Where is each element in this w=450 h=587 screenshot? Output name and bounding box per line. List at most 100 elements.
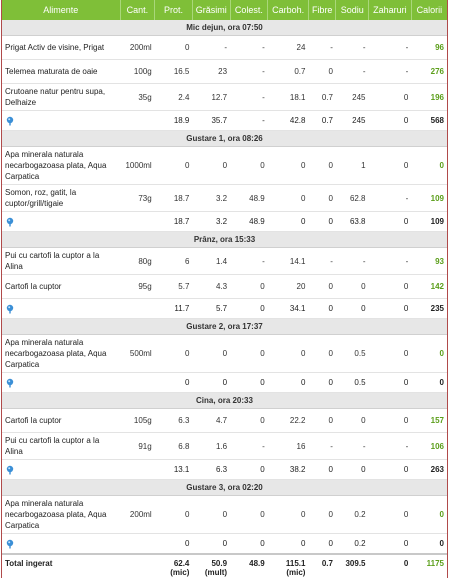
food-prot: 2.4 bbox=[154, 83, 193, 111]
subtotal-sod: 245 bbox=[335, 110, 369, 131]
subtotal-sug: 0 bbox=[368, 372, 412, 393]
col-header-sod: Sodiu bbox=[335, 0, 370, 20]
meal-header-row: Prânz, ora 15:33 bbox=[2, 231, 447, 248]
food-prot: 5.7 bbox=[154, 274, 193, 299]
food-sod: - bbox=[335, 247, 369, 275]
food-prot: 0 bbox=[154, 146, 193, 185]
food-chol: - bbox=[230, 247, 268, 275]
food-fat: 12.7 bbox=[192, 83, 231, 111]
food-sug: - bbox=[368, 247, 412, 275]
food-fib: - bbox=[308, 35, 336, 60]
food-carb: 0.7 bbox=[267, 59, 309, 84]
subtotal-fat: 5.7 bbox=[192, 298, 231, 319]
subtotal-fib: 0 bbox=[308, 298, 336, 319]
meal-title: Gustare 3, ora 02:20 bbox=[2, 479, 447, 496]
food-name: Pui cu cartofi la cuptor a la Alina bbox=[2, 432, 121, 460]
food-name: Cartofi la cuptor bbox=[2, 274, 121, 299]
food-fib: 0 bbox=[308, 274, 336, 299]
subtotal-sug: 0 bbox=[368, 533, 412, 555]
pin-icon[interactable] bbox=[5, 116, 15, 126]
food-sod: 245 bbox=[335, 83, 369, 111]
total-carb: 115.1 (mic) bbox=[267, 553, 309, 587]
food-qty: 73g bbox=[120, 184, 155, 212]
food-sod: - bbox=[335, 59, 369, 84]
subtotal-cal: 109 bbox=[411, 211, 447, 232]
food-qty: 100g bbox=[120, 59, 155, 84]
subtotal-cal: 0 bbox=[411, 372, 447, 393]
col-header-cal: Calorii bbox=[411, 0, 447, 20]
meal-subtotal-row: 0 0 0 0 0 0.5 0 0 bbox=[2, 372, 447, 393]
total-sug: 0 bbox=[368, 553, 412, 587]
subtotal-fib: 0 bbox=[308, 533, 336, 555]
food-carb: 24 bbox=[267, 35, 309, 60]
food-chol: - bbox=[230, 83, 268, 111]
subtotal-carb: 42.8 bbox=[267, 110, 309, 131]
food-sod: 0.2 bbox=[335, 495, 369, 534]
pin-icon[interactable] bbox=[5, 304, 15, 314]
food-fib: 0 bbox=[308, 495, 336, 534]
food-row: Apa minerala naturala necarbogazoasa pla… bbox=[2, 495, 447, 534]
food-cal: 196 bbox=[411, 83, 447, 111]
pin-icon[interactable] bbox=[5, 465, 15, 475]
food-fat: 1.4 bbox=[192, 247, 231, 275]
food-carb: 0 bbox=[267, 184, 309, 212]
food-cal: 106 bbox=[411, 432, 447, 460]
food-chol: 48.9 bbox=[230, 184, 268, 212]
food-name: Telemea maturata de oaie bbox=[2, 59, 121, 84]
pin-icon[interactable] bbox=[5, 539, 15, 549]
food-name: Apa minerala naturala necarbogazoasa pla… bbox=[2, 146, 121, 185]
food-row: Crutoane natur pentru supa, Delhaize 35g 2… bbox=[2, 83, 447, 111]
food-fat: 23 bbox=[192, 59, 231, 84]
total-prot: 62.4 (mic) bbox=[154, 553, 193, 587]
meal-header-row: Gustare 3, ora 02:20 bbox=[2, 479, 447, 496]
subtotal-carb: 0 bbox=[267, 533, 309, 555]
subtotal-prot: 0 bbox=[154, 533, 193, 555]
subtotal-chol: 0 bbox=[230, 533, 268, 555]
food-sod: 62.8 bbox=[335, 184, 369, 212]
subtotal-sug: 0 bbox=[368, 110, 412, 131]
total-fib: 0.7 bbox=[308, 553, 336, 587]
food-cal: 276 bbox=[411, 59, 447, 84]
food-fib: 0 bbox=[308, 146, 336, 185]
food-sug: 0 bbox=[368, 83, 412, 111]
food-cal: 0 bbox=[411, 495, 447, 534]
subtotal-prot: 0 bbox=[154, 372, 193, 393]
food-fat: - bbox=[192, 35, 231, 60]
food-row: Prigat Activ de visine, Prigat 200ml 0- -24… bbox=[2, 35, 447, 60]
meal-subtotal-row: 0 0 0 0 0 0.2 0 0 bbox=[2, 533, 447, 555]
pin-icon[interactable] bbox=[5, 378, 15, 388]
subtotal-chol: 0 bbox=[230, 459, 268, 480]
food-qty: 500ml bbox=[120, 334, 155, 373]
food-fib: 0 bbox=[308, 334, 336, 373]
col-header-chol: Colest. bbox=[230, 0, 269, 20]
food-cal: 93 bbox=[411, 247, 447, 275]
meal-header-row: Mic dejun, ora 07:50 bbox=[2, 20, 447, 36]
col-header-qty: Cant. bbox=[120, 0, 156, 20]
meal-header-row: Cina, ora 20:33 bbox=[2, 392, 447, 409]
food-qty: 200ml bbox=[120, 35, 155, 60]
food-sug: 0 bbox=[368, 274, 412, 299]
food-prot: 6 bbox=[154, 247, 193, 275]
subtotal-cal: 568 bbox=[411, 110, 447, 131]
table-header-row: Alimente Cant. Prot. Grăsimi Colest. Car… bbox=[2, 0, 447, 20]
food-fat: 3.2 bbox=[192, 184, 231, 212]
food-prot: 0 bbox=[154, 35, 193, 60]
subtotal-cal: 235 bbox=[411, 298, 447, 319]
food-fib: 0.7 bbox=[308, 83, 336, 111]
food-cal: 0 bbox=[411, 334, 447, 373]
food-sug: 0 bbox=[368, 495, 412, 534]
food-prot: 0 bbox=[154, 495, 193, 534]
subtotal-chol: 48.9 bbox=[230, 211, 268, 232]
meal-subtotal-row: 11.7 5.7 0 34.1 0 0 0 235 bbox=[2, 298, 447, 319]
col-header-food: Alimente bbox=[2, 0, 121, 20]
pin-icon[interactable] bbox=[5, 217, 15, 227]
subtotal-sod: 0.2 bbox=[335, 533, 369, 555]
subtotal-prot: 18.7 bbox=[154, 211, 193, 232]
food-row: Pui cu cartofi la cuptor a la Alina 80g 6 1… bbox=[2, 247, 447, 275]
meal-title: Prânz, ora 15:33 bbox=[2, 231, 447, 248]
table-body: Mic dejun, ora 07:50 Prigat Activ de visi… bbox=[2, 20, 447, 555]
food-fat: 1.6 bbox=[192, 432, 231, 460]
subtotal-fib: 0 bbox=[308, 459, 336, 480]
